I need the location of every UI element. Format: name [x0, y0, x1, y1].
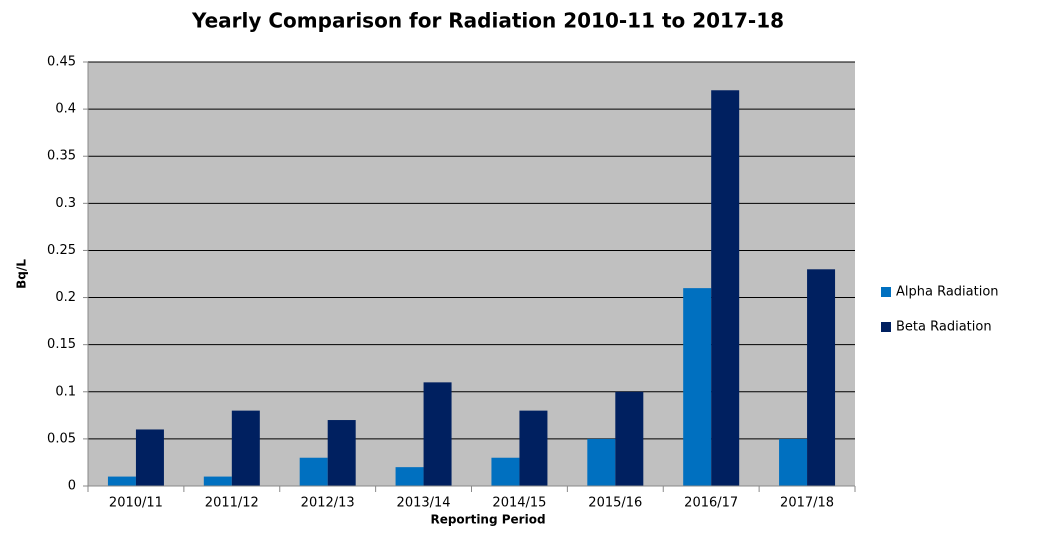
y-axis-label: Bq/L	[15, 259, 29, 289]
x-tick-label: 2015/16	[588, 496, 642, 511]
x-tick-label: 2012/13	[301, 496, 355, 511]
bar	[231, 410, 260, 486]
bar	[491, 457, 520, 486]
bar	[107, 476, 136, 486]
y-tick-label: 0.45	[47, 55, 76, 70]
legend-swatch	[881, 287, 891, 297]
y-tick-label: 0.25	[47, 243, 76, 258]
bar	[135, 429, 164, 486]
x-tick-label: 2014/15	[492, 496, 546, 511]
x-tick-label: 2013/14	[397, 496, 451, 511]
x-tick-label: 2017/18	[780, 496, 834, 511]
bar	[423, 382, 452, 486]
legend-label: Alpha Radiation	[896, 285, 999, 300]
x-axis-label: Reporting Period	[430, 513, 545, 527]
y-tick-label: 0.35	[47, 149, 76, 164]
y-tick-label: 0.1	[55, 384, 76, 399]
bar	[615, 391, 644, 486]
y-tick-label: 0	[68, 479, 76, 494]
bar	[807, 269, 836, 486]
bar	[683, 288, 712, 486]
y-tick-label: 0.4	[55, 102, 76, 117]
y-tick-label: 0.3	[55, 196, 76, 211]
x-tick-label: 2016/17	[684, 496, 738, 511]
y-tick-label: 0.05	[47, 431, 76, 446]
x-tick-label: 2011/12	[205, 496, 259, 511]
plot-area	[88, 62, 855, 486]
legend-swatch	[881, 322, 891, 332]
chart-title: Yearly Comparison for Radiation 2010-11 …	[191, 9, 784, 33]
y-tick-label: 0.15	[47, 337, 76, 352]
x-tick-label: 2010/11	[109, 496, 163, 511]
bar	[395, 467, 424, 486]
bar	[779, 438, 808, 486]
bar	[327, 420, 356, 486]
bar	[299, 457, 328, 486]
bar	[203, 476, 232, 486]
legend-label: Beta Radiation	[896, 320, 992, 335]
bar	[587, 438, 616, 486]
y-tick-label: 0.2	[55, 290, 76, 305]
bar	[711, 90, 740, 487]
bar	[519, 410, 548, 486]
